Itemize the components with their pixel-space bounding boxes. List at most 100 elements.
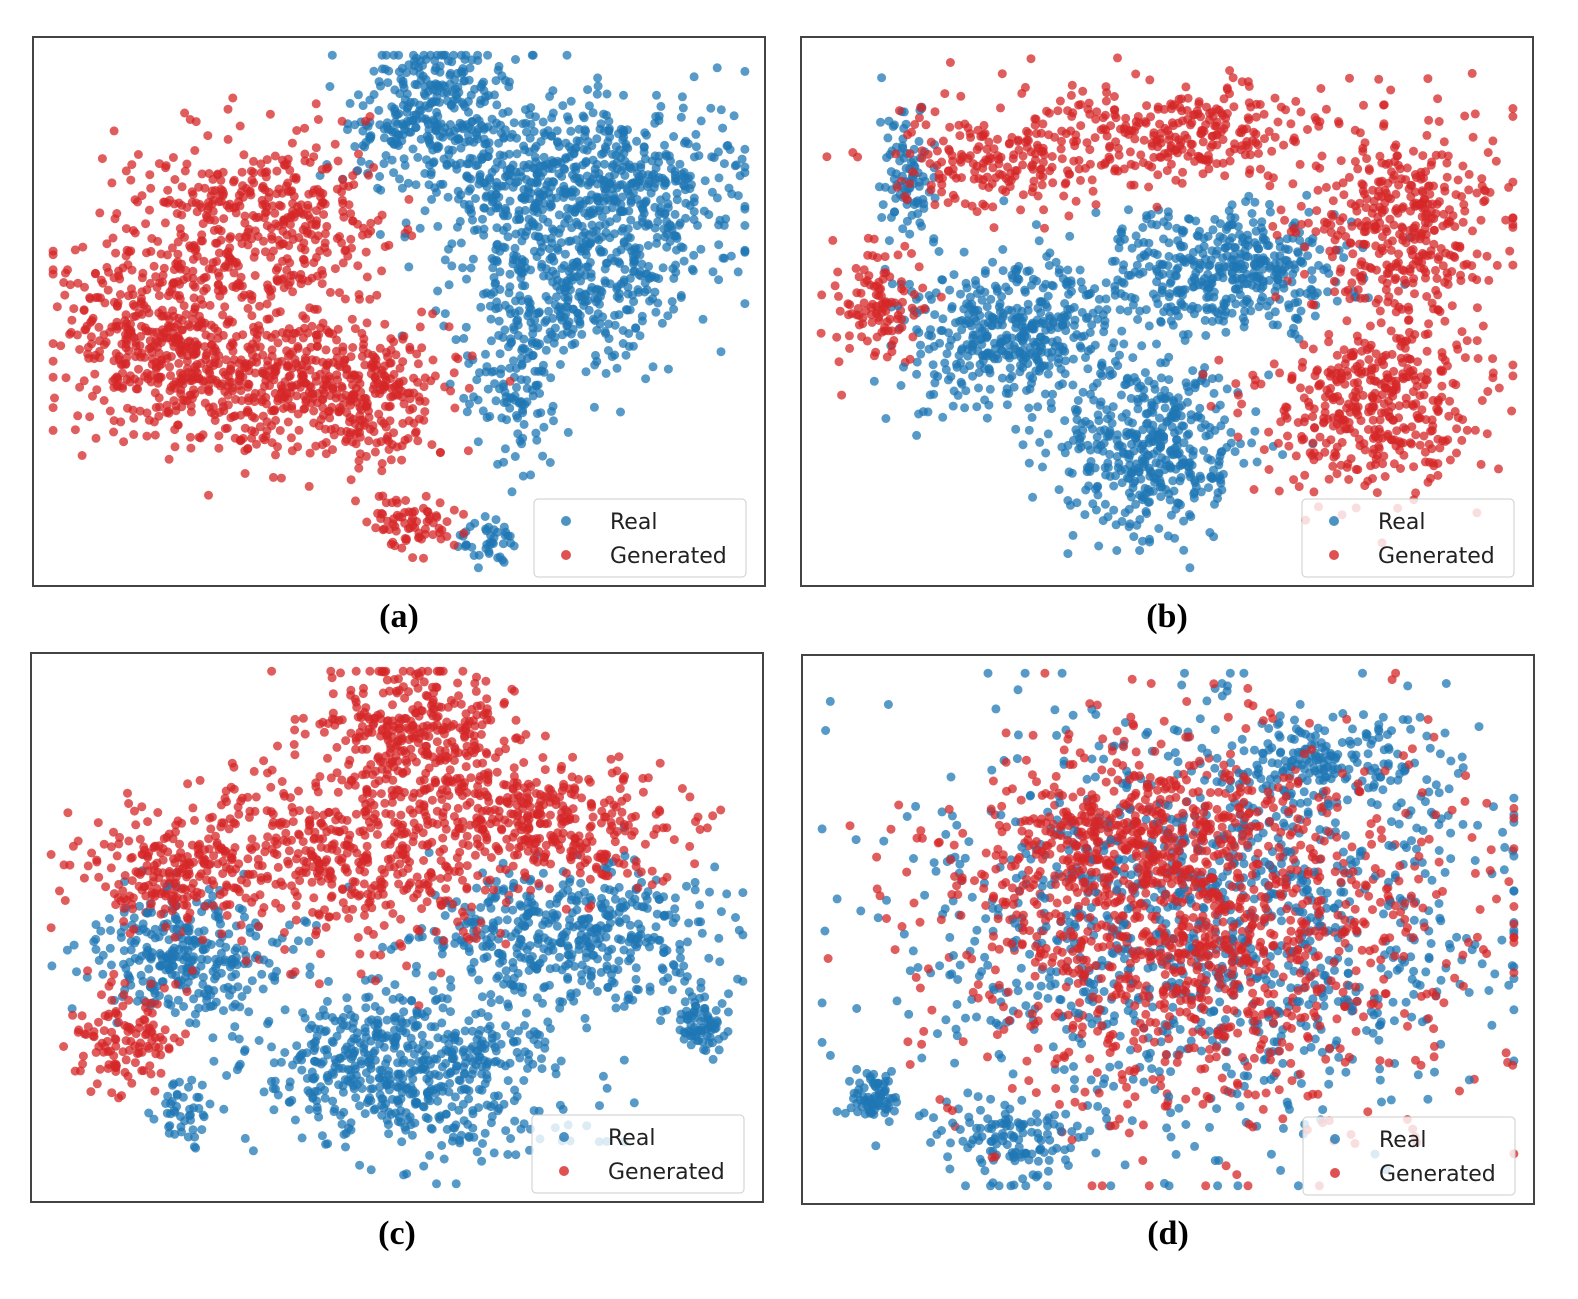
real-point bbox=[572, 257, 582, 267]
real-point bbox=[662, 229, 672, 239]
real-point bbox=[1144, 262, 1154, 271]
generated-point bbox=[311, 441, 321, 451]
real-point bbox=[491, 515, 501, 525]
generated-point bbox=[1314, 121, 1324, 131]
real-point bbox=[566, 126, 576, 136]
generated-point bbox=[81, 325, 91, 334]
real-point bbox=[469, 225, 479, 235]
generated-point bbox=[1056, 144, 1066, 154]
real-point bbox=[1236, 439, 1245, 449]
real-point bbox=[1252, 283, 1262, 293]
generated-point bbox=[312, 304, 322, 314]
real-point bbox=[650, 118, 660, 128]
generated-point bbox=[302, 361, 312, 371]
real-point bbox=[1068, 354, 1078, 364]
real-point bbox=[1066, 500, 1075, 510]
generated-point bbox=[353, 261, 363, 271]
real-point bbox=[562, 211, 571, 221]
real-point bbox=[496, 128, 506, 138]
generated-point bbox=[239, 150, 249, 160]
generated-point bbox=[298, 333, 308, 343]
generated-point bbox=[108, 233, 118, 243]
generated-point bbox=[355, 379, 365, 389]
generated-point bbox=[200, 183, 210, 193]
real-point bbox=[1147, 398, 1157, 408]
real-point bbox=[974, 368, 984, 377]
real-point bbox=[374, 105, 384, 115]
real-point bbox=[1168, 320, 1178, 330]
generated-point bbox=[294, 233, 304, 243]
generated-point bbox=[244, 360, 254, 370]
real-point bbox=[1034, 359, 1044, 368]
generated-point bbox=[158, 270, 168, 280]
generated-point bbox=[127, 160, 137, 170]
real-point bbox=[543, 159, 553, 169]
real-point bbox=[416, 105, 426, 115]
real-point bbox=[1106, 411, 1116, 421]
real-point bbox=[462, 407, 472, 417]
real-point bbox=[676, 293, 686, 302]
real-point bbox=[545, 202, 555, 212]
real-point bbox=[1304, 207, 1314, 217]
real-point bbox=[685, 171, 695, 181]
real-point bbox=[1136, 444, 1146, 454]
real-point bbox=[943, 375, 953, 385]
generated-point bbox=[121, 166, 131, 176]
real-point bbox=[571, 187, 581, 197]
generated-point bbox=[1256, 164, 1265, 174]
generated-point bbox=[149, 261, 159, 271]
generated-point bbox=[1280, 215, 1290, 225]
real-point bbox=[977, 295, 987, 305]
generated-point bbox=[60, 290, 70, 300]
real-point bbox=[607, 203, 617, 213]
real-point bbox=[1185, 563, 1195, 573]
real-point bbox=[1206, 455, 1216, 465]
real-point bbox=[462, 274, 471, 284]
real-point bbox=[947, 302, 957, 311]
generated-point bbox=[324, 406, 333, 416]
real-point bbox=[1257, 217, 1267, 227]
real-point bbox=[1216, 421, 1226, 431]
generated-point bbox=[1453, 175, 1463, 185]
generated-point bbox=[907, 303, 917, 313]
real-point bbox=[1159, 234, 1168, 244]
generated-point bbox=[268, 406, 278, 415]
real-point bbox=[619, 207, 629, 216]
generated-point bbox=[287, 381, 297, 391]
real-point bbox=[616, 153, 626, 163]
generated-point bbox=[257, 395, 267, 405]
real-point bbox=[1222, 262, 1232, 272]
generated-point bbox=[250, 427, 260, 437]
generated-point bbox=[1411, 430, 1421, 440]
real-point bbox=[400, 232, 410, 242]
generated-point bbox=[197, 202, 207, 212]
generated-point bbox=[420, 524, 430, 534]
generated-point bbox=[154, 291, 164, 301]
real-point bbox=[1160, 403, 1170, 413]
real-point bbox=[1239, 458, 1249, 468]
real-point bbox=[511, 178, 521, 188]
generated-point bbox=[405, 342, 415, 352]
real-point bbox=[510, 391, 520, 401]
real-point bbox=[631, 323, 641, 333]
real-point bbox=[400, 125, 410, 135]
generated-point bbox=[270, 208, 280, 218]
real-point bbox=[1058, 345, 1068, 355]
generated-point bbox=[956, 91, 966, 101]
real-point bbox=[365, 95, 375, 105]
generated-point bbox=[945, 122, 955, 132]
real-point bbox=[1156, 358, 1166, 368]
generated-point bbox=[240, 211, 250, 221]
real-point bbox=[614, 294, 624, 304]
generated-point bbox=[1218, 158, 1228, 168]
real-point bbox=[602, 89, 612, 99]
generated-point bbox=[1222, 84, 1232, 94]
real-point bbox=[545, 254, 555, 264]
generated-point bbox=[261, 172, 271, 182]
generated-point bbox=[177, 182, 187, 192]
generated-point bbox=[61, 373, 71, 383]
generated-point bbox=[386, 392, 396, 402]
generated-point bbox=[1427, 298, 1437, 308]
